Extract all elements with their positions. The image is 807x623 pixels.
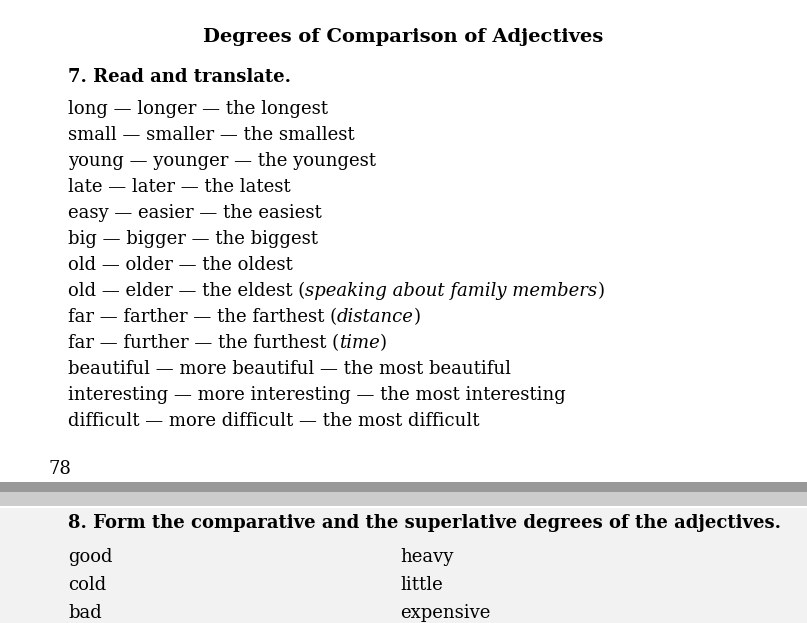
Text: Degrees of Comparison of Adjectives: Degrees of Comparison of Adjectives [203,28,604,46]
Text: ): ) [597,282,604,300]
Text: difficult — more difficult — the most difficult: difficult — more difficult — the most di… [68,412,479,430]
Text: ): ) [380,334,387,352]
Text: ): ) [414,308,421,326]
Text: easy — easier — the easiest: easy — easier — the easiest [68,204,322,222]
Text: old — older — the oldest: old — older — the oldest [68,256,293,274]
Text: old — elder — the eldest (: old — elder — the eldest ( [68,282,305,300]
Text: bad: bad [68,604,102,622]
Text: speaking about family members: speaking about family members [305,282,597,300]
Text: far — further — the furthest (: far — further — the furthest ( [68,334,339,352]
Text: late — later — the latest: late — later — the latest [68,178,291,196]
Text: expensive: expensive [400,604,491,622]
Text: heavy: heavy [400,548,454,566]
Text: 7. Read and translate.: 7. Read and translate. [68,68,291,86]
Text: interesting — more interesting — the most interesting: interesting — more interesting — the mos… [68,386,566,404]
Bar [0,492,807,506]
Text: little: little [400,576,443,594]
Text: big — bigger — the biggest: big — bigger — the biggest [68,230,318,248]
Text: 78: 78 [48,460,71,478]
Bar [0,508,807,623]
Text: distance: distance [337,308,414,326]
Text: 8. Form the comparative and the superlative degrees of the adjectives.: 8. Form the comparative and the superlat… [68,514,781,532]
Text: small — smaller — the smallest: small — smaller — the smallest [68,126,354,144]
Text: beautiful — more beautiful — the most beautiful: beautiful — more beautiful — the most be… [68,360,511,378]
Text: young — younger — the youngest: young — younger — the youngest [68,152,376,170]
Bar [0,482,807,492]
Text: good: good [68,548,112,566]
Text: time: time [339,334,380,352]
Text: cold: cold [68,576,107,594]
Text: long — longer — the longest: long — longer — the longest [68,100,328,118]
Text: far — farther — the farthest (: far — farther — the farthest ( [68,308,337,326]
